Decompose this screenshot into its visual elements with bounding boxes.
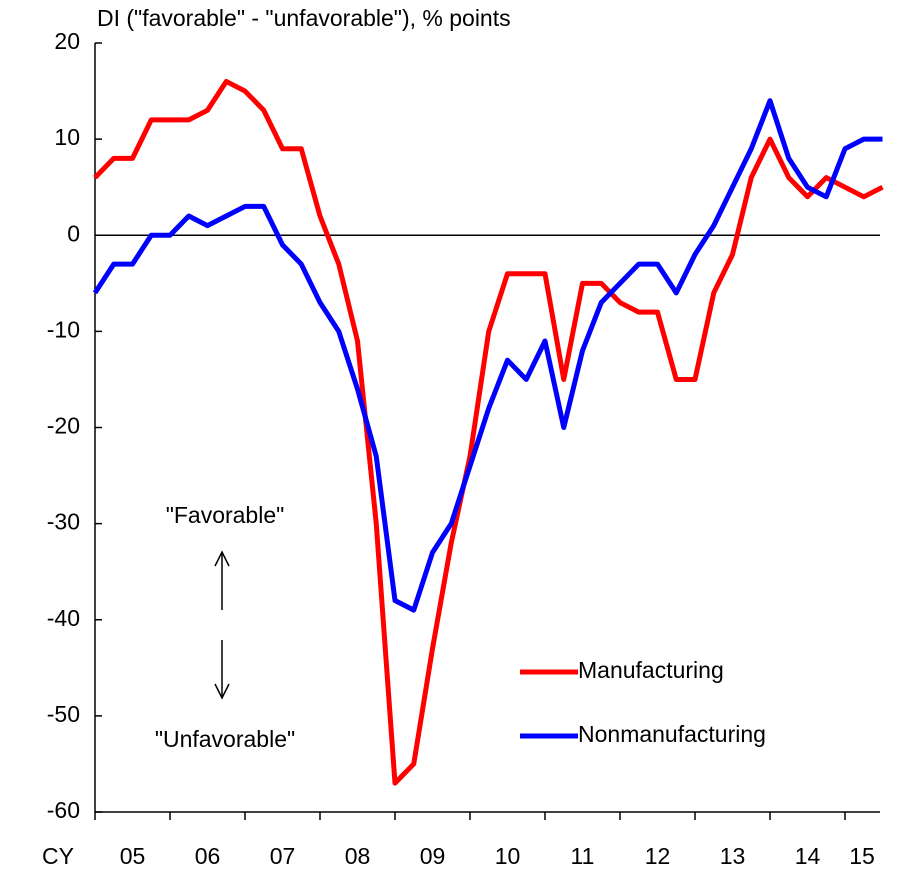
x-tick-label: 12: [645, 843, 671, 869]
y-tick-label: 10: [54, 124, 80, 150]
arrow-head: [214, 683, 230, 700]
legend-label: Manufacturing: [578, 657, 724, 683]
y-tick-label: -30: [47, 509, 80, 535]
x-tick-label: 05: [120, 843, 146, 869]
x-tick-label: 14: [795, 843, 821, 869]
y-tick-label: -40: [47, 605, 80, 631]
x-tick-label: 10: [495, 843, 521, 869]
x-tick-label: 08: [345, 843, 371, 869]
x-tick-label: 07: [270, 843, 296, 869]
x-tick-label: 06: [195, 843, 221, 869]
x-axis-label: CY: [42, 843, 74, 869]
y-tick-label: 0: [67, 220, 80, 246]
y-tick-label: -50: [47, 701, 80, 727]
annotation: "Unfavorable": [155, 726, 295, 752]
series-line: [92, 98, 883, 613]
x-tick-label: 13: [720, 843, 746, 869]
x-tick-label: 15: [849, 843, 875, 869]
y-tick-label: -60: [47, 797, 80, 823]
series-line: [93, 78, 884, 786]
chart-title: DI ("favorable" - "unfavorable"), % poin…: [97, 5, 511, 31]
y-tick-label: -10: [47, 316, 80, 342]
annotation: "Favorable": [166, 502, 285, 528]
y-tick-label: 20: [54, 28, 80, 54]
y-tick-label: -20: [47, 413, 80, 439]
x-tick-label: 11: [571, 843, 595, 869]
arrow-head: [214, 550, 230, 567]
arrows: [214, 550, 230, 700]
x-tick-label: 09: [420, 843, 446, 869]
legend-label: Nonmanufacturing: [578, 721, 766, 747]
